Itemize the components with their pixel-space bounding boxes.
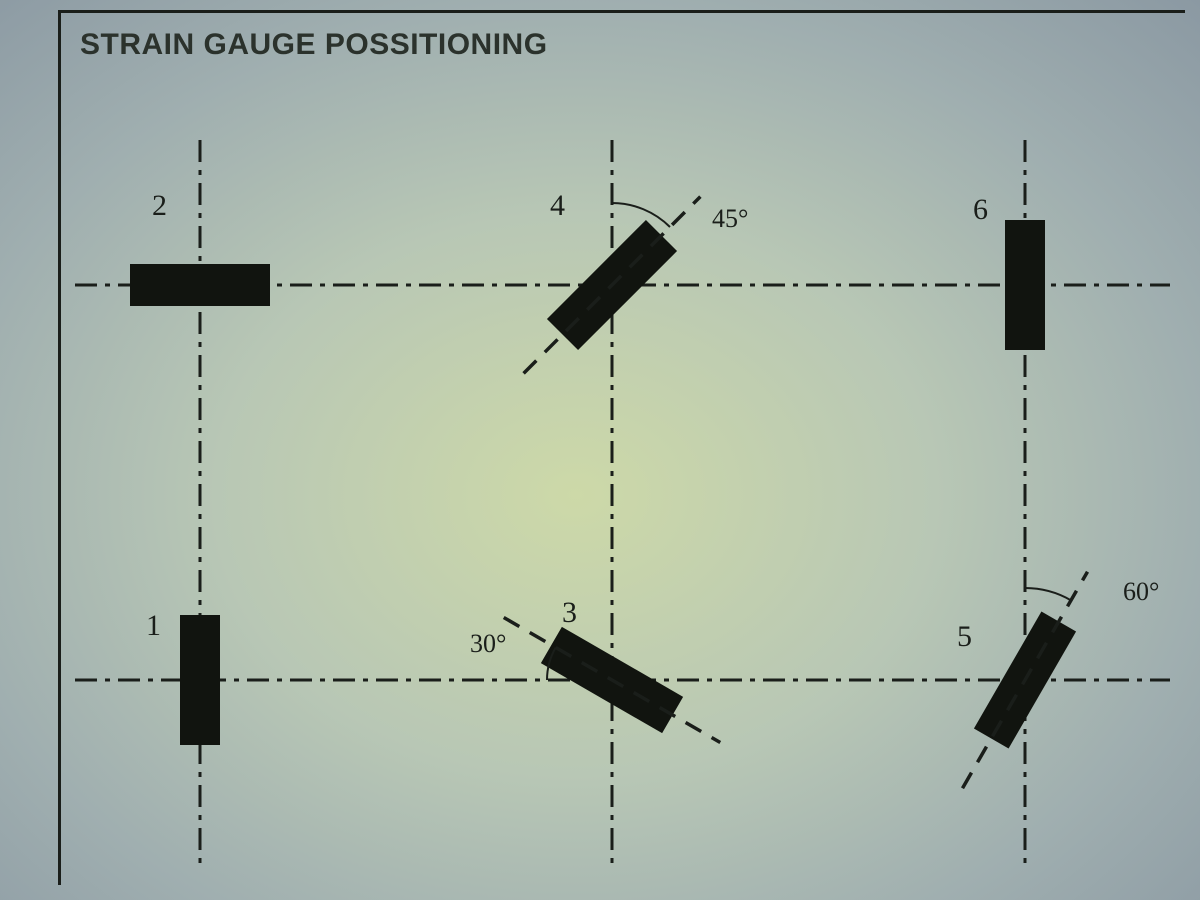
angle-arc-4 <box>612 203 670 227</box>
gauge-label-5: 5 <box>957 620 972 653</box>
gauge-body-2 <box>130 264 270 306</box>
diagram-canvas: 1 2 3 30° 4 45° 5 60° 6 <box>0 0 1200 900</box>
gauge-label-1: 1 <box>146 609 161 642</box>
gauge-label-2: 2 <box>152 189 167 222</box>
gauge-1 <box>180 615 220 745</box>
gauge-label-4: 4 <box>550 189 565 222</box>
gauge-2 <box>130 264 270 306</box>
gauge-body-6 <box>1005 220 1045 350</box>
angle-label-3: 30° <box>470 629 506 658</box>
gauge-6 <box>1005 220 1045 350</box>
angle-arc-5 <box>1025 588 1071 600</box>
gauge-label-6: 6 <box>973 193 988 226</box>
angle-label-5: 60° <box>1123 577 1159 606</box>
angle-label-4: 45° <box>712 204 748 233</box>
gauge-label-3: 3 <box>562 596 577 629</box>
gauge-body-1 <box>180 615 220 745</box>
